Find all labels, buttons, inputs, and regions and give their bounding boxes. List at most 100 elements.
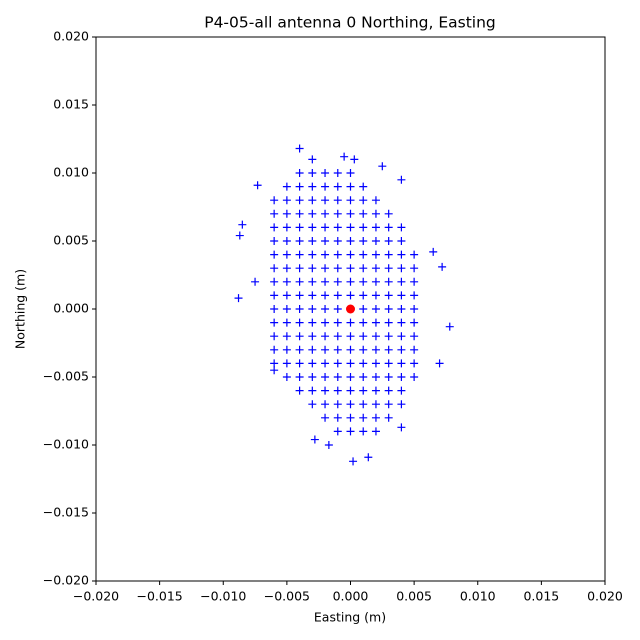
scatter-point: [397, 305, 406, 313]
scatter-point: [397, 359, 406, 368]
scatter-point: [295, 144, 304, 153]
scatter-point: [295, 359, 304, 368]
scatter-point: [410, 359, 419, 368]
scatter-point: [308, 345, 317, 354]
scatter-point: [397, 400, 406, 409]
scatter-point: [384, 209, 393, 218]
scatter-point: [321, 332, 330, 341]
scatter-point: [397, 237, 406, 245]
scatter-point: [384, 332, 393, 341]
scatter-point: [346, 400, 355, 409]
scatter-point: [384, 237, 393, 245]
scatter-point: [346, 223, 355, 232]
scatter-point: [308, 332, 317, 341]
scatter-point: [321, 250, 330, 259]
scatter-point: [359, 209, 368, 218]
scatter-point: [333, 223, 342, 232]
scatter-point: [333, 318, 342, 327]
scatter-point: [350, 155, 359, 164]
scatter-point: [308, 359, 317, 368]
scatter-point: [333, 400, 342, 409]
scatter-point: [270, 305, 279, 313]
scatter-point: [359, 237, 368, 245]
scatter-point: [359, 264, 368, 273]
scatter-point: [270, 332, 279, 341]
x-tick-label: −0.020: [73, 589, 119, 604]
scatter-point: [397, 373, 406, 381]
scatter-point: [333, 373, 342, 381]
scatter-point: [435, 359, 444, 368]
x-axis-label: Easting (m): [314, 610, 386, 625]
x-tick-label: −0.005: [264, 589, 310, 604]
scatter-point: [384, 277, 393, 286]
scatter-point: [384, 359, 393, 368]
scatter-point: [270, 223, 279, 232]
scatter-point: [238, 220, 247, 229]
scatter-point: [410, 264, 419, 273]
scatter-point: [308, 223, 317, 232]
scatter-point: [384, 373, 393, 381]
scatter-point: [384, 413, 393, 422]
scatter-point: [295, 305, 304, 313]
scatter-point: [445, 322, 454, 331]
y-tick-label: −0.005: [43, 369, 89, 384]
scatter-point: [410, 345, 419, 354]
scatter-point: [308, 291, 317, 300]
scatter-point: [371, 413, 380, 422]
scatter-point: [321, 386, 330, 395]
scatter-point: [359, 196, 368, 205]
scatter-point: [333, 169, 342, 177]
scatter-point: [397, 175, 406, 184]
scatter-point: [321, 182, 330, 191]
scatter-point: [359, 345, 368, 354]
scatter-point: [371, 250, 380, 259]
scatter-point: [346, 237, 355, 245]
scatter-point: [310, 435, 319, 444]
scatter-point: [295, 196, 304, 205]
y-tick-label: 0.005: [53, 233, 89, 248]
scatter-point: [364, 453, 373, 462]
scatter-point: [270, 250, 279, 259]
x-tick-label: −0.010: [200, 589, 246, 604]
scatter-point: [346, 169, 355, 177]
scatter-point: [308, 237, 317, 245]
scatter-point: [397, 318, 406, 327]
scatter-point: [397, 223, 406, 232]
scatter-point: [234, 294, 243, 303]
scatter-point: [346, 427, 355, 436]
scatter-point: [321, 318, 330, 327]
scatter-point: [359, 250, 368, 259]
scatter-point: [397, 264, 406, 273]
scatter-point: [371, 305, 380, 313]
scatter-point: [371, 373, 380, 381]
scatter-point: [410, 332, 419, 341]
scatter-point: [359, 427, 368, 436]
scatter-point: [308, 318, 317, 327]
scatter-point: [308, 182, 317, 191]
scatter-point: [295, 332, 304, 341]
scatter-point: [308, 386, 317, 395]
scatter-point: [346, 182, 355, 191]
scatter-point: [333, 250, 342, 259]
scatter-point: [282, 237, 291, 245]
y-axis-label: Northing (m): [13, 269, 28, 349]
scatter-point: [371, 223, 380, 232]
scatter-point: [333, 182, 342, 191]
scatter-point: [384, 250, 393, 259]
y-tick-label: 0.010: [53, 165, 89, 180]
scatter-point: [333, 196, 342, 205]
scatter-point: [251, 277, 260, 286]
scatter-point: [346, 264, 355, 273]
scatter-point: [282, 345, 291, 354]
scatter-point: [295, 345, 304, 354]
y-tick-label: 0.000: [53, 301, 89, 316]
scatter-point: [359, 386, 368, 395]
scatter-point: [308, 250, 317, 259]
scatter-point: [270, 291, 279, 300]
scatter-point: [359, 400, 368, 409]
scatter-point: [333, 332, 342, 341]
scatter-point: [321, 209, 330, 218]
scatter-point: [321, 400, 330, 409]
scatter-point: [410, 305, 419, 313]
